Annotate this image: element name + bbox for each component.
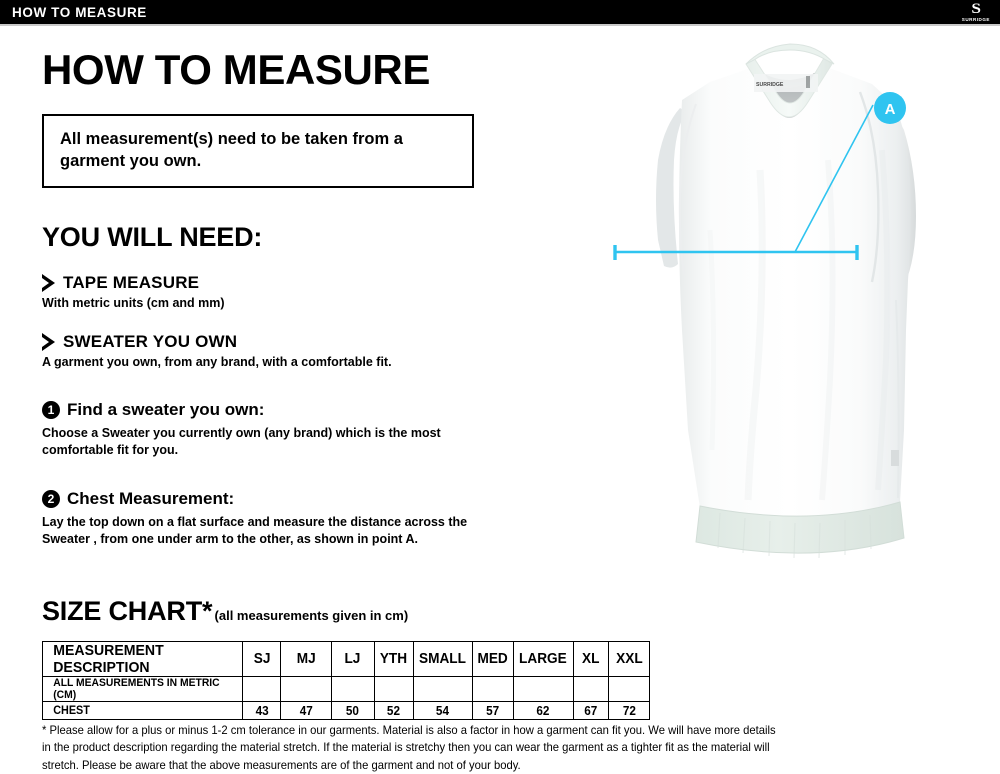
- cell-chest-lj: 50: [332, 701, 374, 720]
- metric-row-label: ALL MEASUREMENTS IN METRIC (CM): [48, 676, 238, 702]
- metric-cell: [243, 676, 281, 702]
- cell-chest-small: 54: [414, 701, 471, 720]
- garment-body: [679, 66, 911, 516]
- row-label-chest: CHEST: [48, 701, 238, 720]
- step-body: Choose a Sweater you currently own (any …: [42, 426, 441, 458]
- point-a-badge-circle: [874, 92, 906, 124]
- chest-measurement-annotation: [613, 104, 874, 260]
- need-item-header: TAPE MEASURE: [42, 273, 572, 293]
- surridge-s-icon: S: [971, 0, 981, 17]
- step-header: 2 Chest Measurement:: [42, 489, 572, 509]
- step-2: 2 Chest Measurement: Lay the top down on…: [42, 489, 572, 548]
- col-header-sj: SJ: [243, 641, 281, 677]
- cell-chest-large: 62: [514, 701, 572, 720]
- instructions-column: HOW TO MEASURE All measurement(s) need t…: [42, 46, 572, 548]
- cell-chest-xxl: 72: [609, 701, 649, 720]
- top-bar-title: HOW TO MEASURE: [12, 4, 147, 20]
- metric-cell: [281, 676, 331, 702]
- col-header-lj: LJ: [332, 641, 374, 677]
- top-bar-underline: [0, 24, 1000, 26]
- step-header: 1 Find a sweater you own:: [42, 400, 572, 420]
- col-header-xl: XL: [573, 641, 609, 677]
- cell-chest-xl: 67: [573, 701, 609, 720]
- step-number-badge: 1: [42, 401, 60, 420]
- step-title: Chest Measurement:: [67, 489, 235, 509]
- garment-seam-right: [858, 91, 880, 283]
- step-1: 1 Find a sweater you own: Choose a Sweat…: [42, 400, 572, 459]
- metric-cell: [514, 676, 572, 702]
- cell-chest-yth: 52: [375, 701, 413, 720]
- table-header-row: MEASUREMENT DESCRIPTION SJ MJ LJ YTH SMA…: [43, 641, 650, 677]
- you-will-need-heading: YOU WILL NEED:: [42, 222, 263, 253]
- step-number-badge: 2: [42, 490, 60, 509]
- col-header-large: LARGE: [514, 641, 572, 677]
- garment-left-armhole: [656, 108, 686, 268]
- brand-logo-wordmark: SURRIDGE: [961, 16, 990, 22]
- need-item-sweater: SWEATER YOU OWN A garment you own, from …: [42, 332, 572, 371]
- callout-text: All measurement(s) need to be taken from…: [60, 130, 403, 171]
- garment-hem-ribs: [717, 512, 872, 559]
- size-chart-body: MEASUREMENT DESCRIPTION SJ MJ LJ YTH SMA…: [43, 641, 650, 720]
- size-chart-note: (all measurements given in cm): [214, 608, 409, 623]
- cell-chest-med: 57: [472, 701, 513, 720]
- point-a-badge: A: [874, 92, 906, 124]
- badge-leader-line: [794, 104, 874, 253]
- col-header-xxl: XXL: [609, 641, 649, 677]
- need-item-tape-measure: TAPE MEASURE With metric units (cm and m…: [42, 273, 572, 312]
- step-body: Lay the top down on a flat surface and m…: [42, 515, 468, 546]
- callout-box: All measurement(s) need to be taken from…: [42, 114, 474, 189]
- size-chart-table: MEASUREMENT DESCRIPTION SJ MJ LJ YTH SMA…: [42, 641, 650, 720]
- garment-illustration: SURRIDGE A: [613, 43, 916, 559]
- top-bar: HOW TO MEASURE S SURRIDGE: [0, 0, 1000, 24]
- metric-cell: [414, 676, 471, 702]
- size-chart-section: SIZE CHART * (all measurements given in …: [42, 596, 662, 720]
- size-chart-title: SIZE CHART: [42, 596, 203, 626]
- neck-label-text: SURRIDGE: [756, 82, 784, 88]
- need-item-header: SWEATER YOU OWN: [42, 332, 572, 352]
- col-header-description: MEASUREMENT DESCRIPTION: [48, 641, 238, 677]
- need-item-title: TAPE MEASURE: [63, 273, 200, 293]
- neck-label: SURRIDGE: [754, 74, 818, 92]
- table-metric-row: ALL MEASUREMENTS IN METRIC (CM): [43, 676, 650, 702]
- garment-figure: SURRIDGE A: [560, 30, 1000, 610]
- col-header-mj: MJ: [281, 641, 331, 677]
- metric-cell: [609, 676, 649, 702]
- cell-chest-sj: 43: [243, 701, 281, 720]
- col-header-yth: YTH: [375, 641, 413, 677]
- footnote-text: * Please allow for a plus or minus 1-2 c…: [42, 724, 776, 772]
- need-item-sub: With metric units (cm and mm): [42, 296, 225, 311]
- garment-side-seam: [895, 299, 900, 499]
- garment-care-tab: [891, 450, 899, 466]
- page-title: HOW TO MEASURE: [42, 46, 430, 93]
- table-row: CHEST 43 47 50 52 54 57 62 67 72: [43, 701, 650, 720]
- col-header-med: MED: [472, 641, 513, 677]
- garment-hem-band: [695, 501, 905, 554]
- metric-cell: [375, 676, 413, 702]
- garment-fabric-folds: [707, 149, 891, 501]
- cell-chest-mj: 47: [281, 701, 331, 720]
- metric-cell: [332, 676, 374, 702]
- triangle-bullet-icon: [42, 274, 55, 293]
- metric-cell: [573, 676, 609, 702]
- size-chart-heading: SIZE CHART * (all measurements given in …: [42, 596, 662, 627]
- brand-logo: S SURRIDGE: [961, 0, 1000, 23]
- need-item-title: SWEATER YOU OWN: [63, 331, 238, 351]
- metric-cell: [472, 676, 513, 702]
- size-chart-asterisk: *: [202, 596, 213, 626]
- triangle-bullet-icon: [42, 332, 55, 351]
- point-a-badge-label: A: [885, 101, 896, 118]
- col-header-small: SMALL: [414, 641, 471, 677]
- need-item-sub: A garment you own, from any brand, with …: [42, 354, 392, 369]
- garment-collar-back: [745, 43, 835, 65]
- step-title: Find a sweater you own:: [67, 400, 265, 420]
